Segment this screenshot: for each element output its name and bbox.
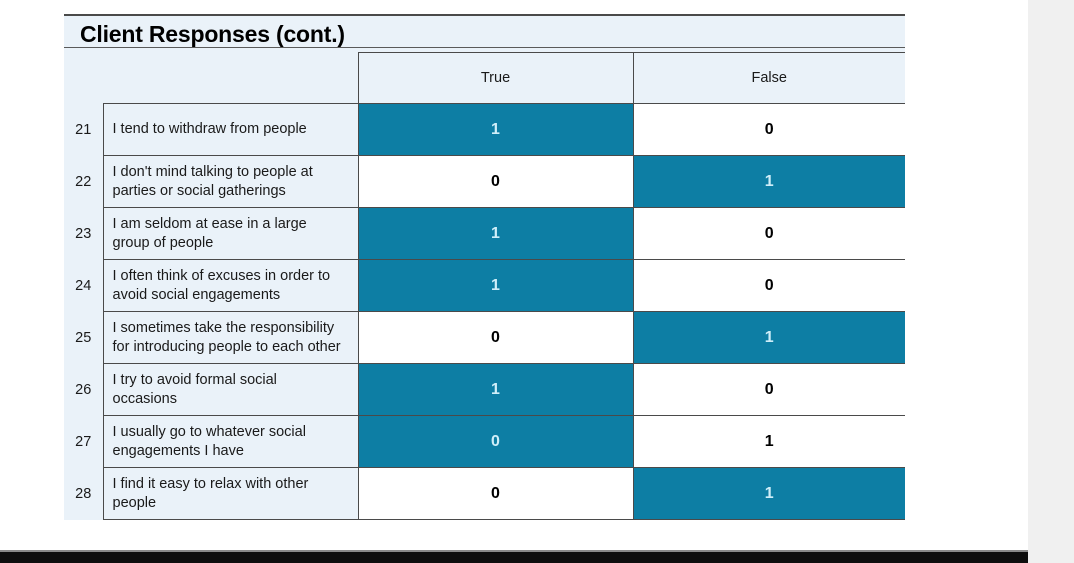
table-header-row: True False bbox=[64, 52, 905, 104]
statement-cell: I often think of excuses in order to avo… bbox=[102, 259, 359, 312]
row-number: 27 bbox=[75, 433, 92, 450]
column-header-false: False bbox=[632, 52, 905, 104]
true-value-cell: 1 bbox=[357, 207, 634, 260]
true-value-cell: 1 bbox=[357, 363, 634, 416]
row-number: 28 bbox=[75, 485, 92, 502]
false-value-cell: 0 bbox=[632, 207, 905, 260]
row-number: 25 bbox=[75, 329, 92, 346]
true-value-cell: 0 bbox=[357, 467, 634, 520]
table-row: 22 I don't mind talking to people at par… bbox=[64, 155, 905, 208]
false-value-cell: 1 bbox=[632, 155, 905, 208]
table-row: 27 I usually go to whatever social engag… bbox=[64, 415, 905, 468]
false-value-cell: 0 bbox=[632, 363, 905, 416]
table-row: 28 I find it easy to relax with other pe… bbox=[64, 467, 905, 520]
false-value-cell: 1 bbox=[632, 467, 905, 520]
row-number: 26 bbox=[75, 381, 92, 398]
statement-cell: I usually go to whatever social engageme… bbox=[102, 415, 359, 468]
false-value-cell: 1 bbox=[632, 311, 905, 364]
statement-cell: I am seldom at ease in a large group of … bbox=[102, 207, 359, 260]
row-number: 24 bbox=[75, 277, 92, 294]
row-number: 22 bbox=[75, 173, 92, 190]
table-row: 24 I often think of excuses in order to … bbox=[64, 259, 905, 312]
statement-cell: I tend to withdraw from people bbox=[102, 103, 359, 156]
true-value-cell: 0 bbox=[357, 311, 634, 364]
column-header-true: True bbox=[357, 52, 634, 104]
statement-cell: I try to avoid formal social occasions bbox=[102, 363, 359, 416]
page-title: Client Responses (cont.) bbox=[80, 21, 345, 47]
table-row: 23 I am seldom at ease in a large group … bbox=[64, 207, 905, 260]
false-value-cell: 1 bbox=[632, 415, 905, 468]
title-band: Client Responses (cont.) bbox=[64, 16, 905, 48]
row-number: 23 bbox=[75, 225, 92, 242]
header-spacer bbox=[64, 53, 358, 104]
table-row: 21 I tend to withdraw from people 1 0 bbox=[64, 103, 905, 156]
false-value-cell: 0 bbox=[632, 103, 905, 156]
statement-cell: I sometimes take the responsibility for … bbox=[102, 311, 359, 364]
bottom-bar bbox=[0, 550, 1028, 563]
table-row: 25 I sometimes take the responsibility f… bbox=[64, 311, 905, 364]
false-value-cell: 0 bbox=[632, 259, 905, 312]
table-row: 26 I try to avoid formal social occasion… bbox=[64, 363, 905, 416]
statement-cell: I don't mind talking to people at partie… bbox=[102, 155, 359, 208]
true-value-cell: 0 bbox=[357, 415, 634, 468]
statement-cell: I find it easy to relax with other peopl… bbox=[102, 467, 359, 520]
true-value-cell: 0 bbox=[357, 155, 634, 208]
right-gutter bbox=[1028, 0, 1074, 563]
true-value-cell: 1 bbox=[357, 103, 634, 156]
row-number: 21 bbox=[75, 121, 92, 138]
true-value-cell: 1 bbox=[357, 259, 634, 312]
response-table: True False 21 I tend to withdraw from pe… bbox=[64, 52, 905, 520]
